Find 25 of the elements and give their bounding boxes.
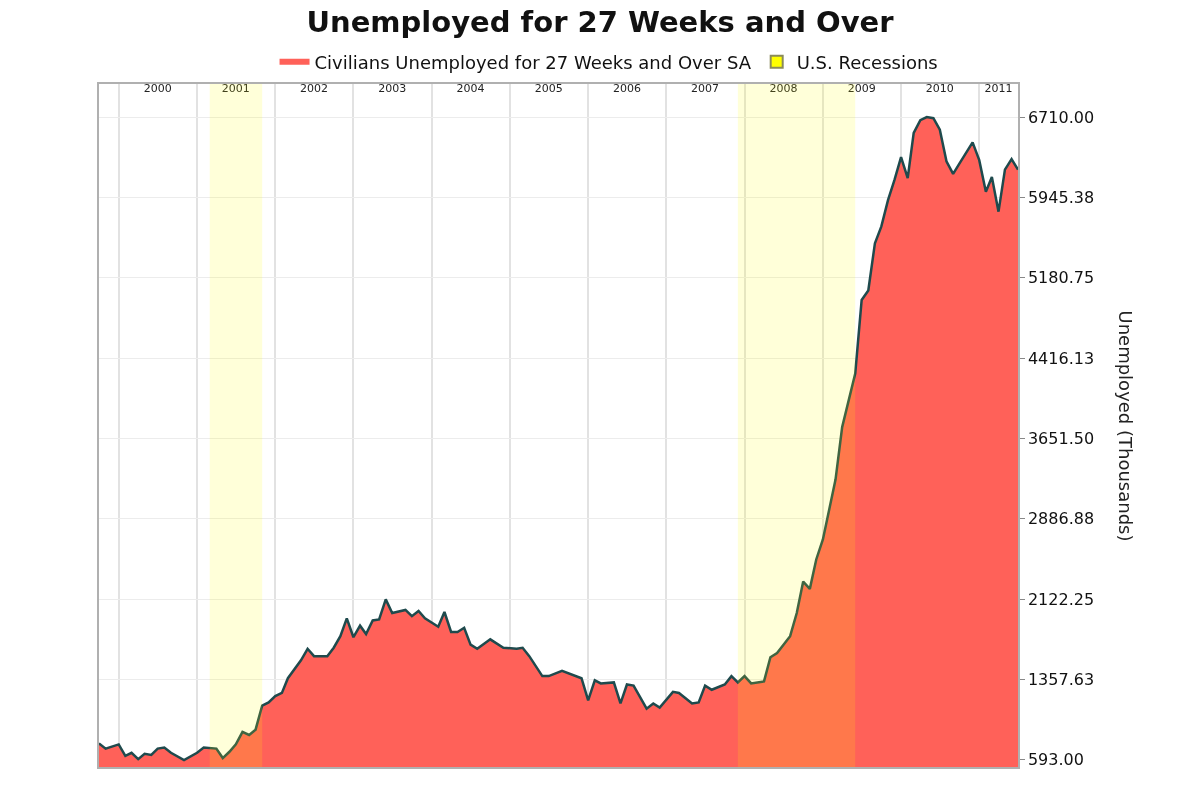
y-tick-label: 2886.88 [1027,509,1095,529]
y-tick-label: 5180.75 [1027,268,1095,288]
x-tick-label: 2002 [300,82,329,96]
x-tick-label: 2001 [221,82,250,96]
y-tick-label: 6710.00 [1027,107,1095,127]
x-tick-label: 2008 [769,82,798,96]
y-tick-label: 5945.38 [1027,188,1095,208]
x-tick-label: 2009 [847,82,876,96]
x-tick-label: 2007 [691,82,720,96]
y-axis-title: Unemployed (Thousands) [1114,310,1136,542]
x-tick-label: 2006 [612,82,641,96]
x-tick-label: 2011 [984,82,1013,96]
y-tick-label: 1357.63 [1027,670,1095,690]
x-tick-label: 2010 [925,82,954,96]
x-tick-label: 2003 [378,82,407,96]
y-tick-label: 2122.25 [1027,589,1095,609]
y-tick-label: 4416.13 [1027,348,1095,368]
legend-label: U.S. Recessions [796,51,938,73]
x-tick-label: 2000 [143,82,172,96]
x-tick-label: 2004 [456,82,485,96]
y-tick-label: 3651.50 [1027,429,1095,449]
chart-title: Unemployed for 27 Weeks and Over [306,5,895,40]
x-tick-label: 2005 [534,82,563,96]
y-tick-label: 593.00 [1027,750,1084,770]
legend-label: Civilians Unemployed for 27 Weeks and Over SA [314,51,752,73]
